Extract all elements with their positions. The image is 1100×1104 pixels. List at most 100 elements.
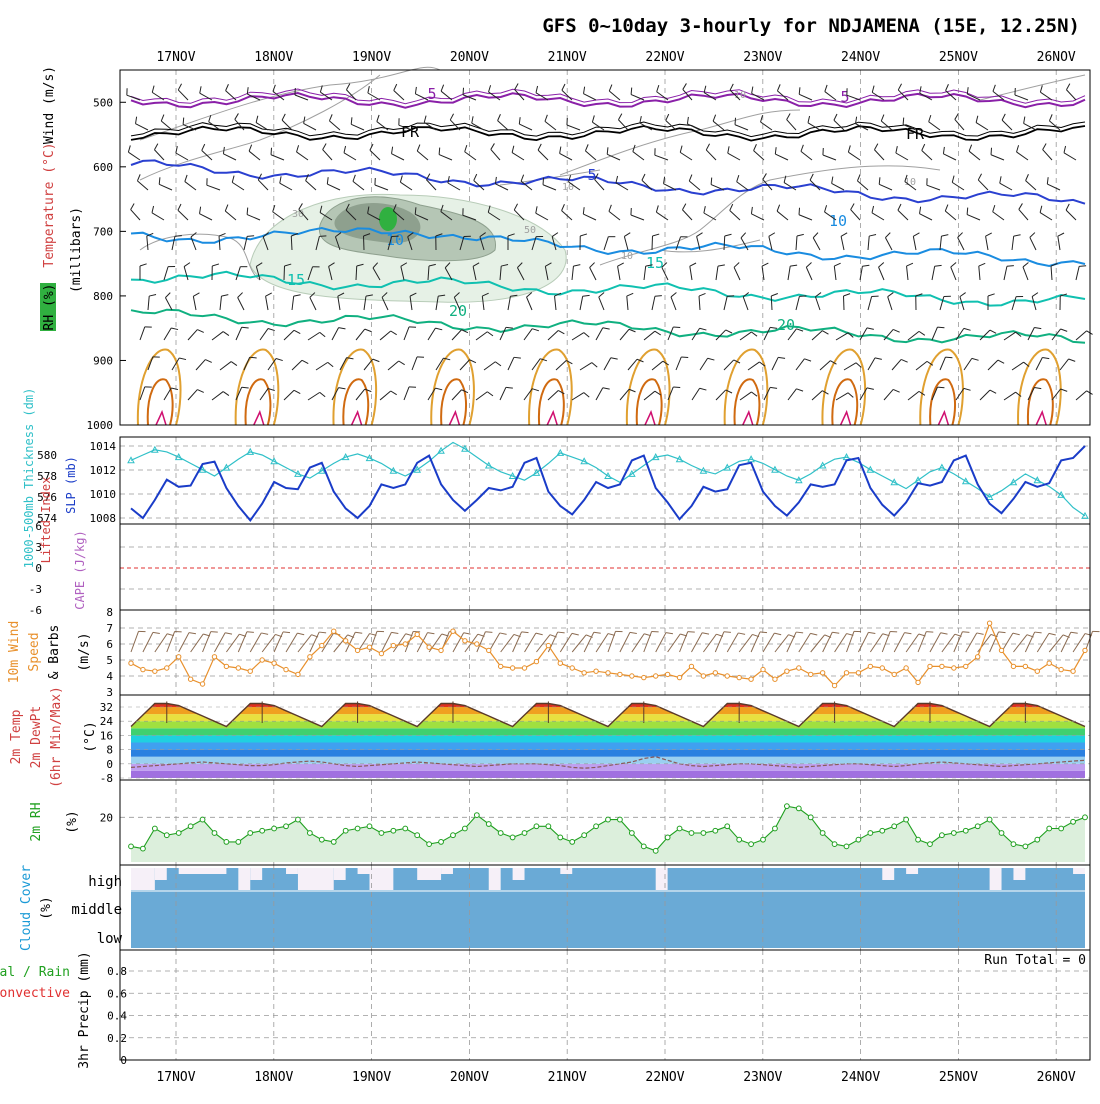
rh-point xyxy=(892,824,897,829)
wind10-point xyxy=(487,648,491,652)
rh-point xyxy=(510,835,515,840)
wind10-point xyxy=(510,666,514,670)
chart-title: GFS 0~10day 3-hourly for NDJAMENA (15E, … xyxy=(542,15,1080,37)
temp-tick: 32 xyxy=(100,701,113,714)
cloud-high-gap xyxy=(441,868,453,874)
wind10-point xyxy=(761,667,765,671)
rh-point xyxy=(355,826,360,831)
rh-point xyxy=(999,831,1004,836)
rh-point xyxy=(773,826,778,831)
rh-point xyxy=(904,817,909,822)
wind10-point xyxy=(606,671,610,675)
wind10-point xyxy=(212,655,216,659)
rh-point xyxy=(796,806,801,811)
rh-point xyxy=(928,842,933,847)
contour-label: 30 xyxy=(292,209,304,220)
wind10-point xyxy=(343,639,347,643)
rh-point xyxy=(641,844,646,849)
wind10-point xyxy=(618,672,622,676)
wind-barb-flag xyxy=(903,118,904,125)
thickness-label: 1000-500mb Thickness (dm) xyxy=(22,388,36,569)
wind10-tick: 8 xyxy=(106,606,113,619)
rh-point xyxy=(677,826,682,831)
wind10-point xyxy=(1035,669,1039,673)
rh-point xyxy=(975,824,980,829)
wind10-label-2: Speed xyxy=(27,632,42,671)
date-label-top: 24NOV xyxy=(841,50,880,65)
rh-point xyxy=(689,831,694,836)
rh-point xyxy=(784,804,789,809)
wind10-point xyxy=(451,629,455,633)
rh-point xyxy=(474,813,479,818)
date-label-bottom: 22NOV xyxy=(645,1070,684,1085)
wind10-point xyxy=(677,675,681,679)
rh-point xyxy=(188,824,193,829)
cloud-high-gap xyxy=(417,868,441,880)
temp-band xyxy=(131,750,1085,757)
date-label-top: 19NOV xyxy=(352,50,391,65)
wind10-point xyxy=(296,672,300,676)
cape-tick: -6 xyxy=(29,604,42,617)
wind10-label-3: & Barbs xyxy=(47,625,62,680)
date-label-top: 23NOV xyxy=(743,50,782,65)
wind10-point xyxy=(773,677,777,681)
contour-label: 10 xyxy=(562,182,574,193)
slp-tick: 1014 xyxy=(90,440,117,453)
precip-run-total: Run Total = 0 xyxy=(984,953,1086,968)
wind10-point xyxy=(820,671,824,675)
temp-band xyxy=(131,764,1085,771)
wind10-label-1: 10m Wind xyxy=(7,621,22,684)
wind10-point xyxy=(415,632,419,636)
rh-point xyxy=(152,826,157,831)
contour-label: 5 xyxy=(427,85,436,103)
wind10-point xyxy=(534,659,538,663)
temp-tick: -8 xyxy=(100,772,113,785)
rh-point xyxy=(629,831,634,836)
cloud-high-gap xyxy=(334,868,346,880)
date-label-top: 18NOV xyxy=(254,50,293,65)
wind10-tick: 6 xyxy=(106,638,113,651)
wind10-point xyxy=(665,672,669,676)
wind10-point xyxy=(737,675,741,679)
wind10-point xyxy=(964,664,968,668)
wind-barb-flag xyxy=(1079,266,1086,267)
cloud-high-gap xyxy=(155,868,167,880)
wind10-point xyxy=(654,674,658,678)
wind-barb-flag xyxy=(967,208,968,215)
rh-point xyxy=(844,844,849,849)
wind10-point xyxy=(928,664,932,668)
contour-label: FR xyxy=(401,123,420,141)
wind10-point xyxy=(1047,661,1051,665)
rh-point xyxy=(606,817,611,822)
precip-label-3: 3hr Precip (mm) xyxy=(77,951,92,1068)
wind10-point xyxy=(689,664,693,668)
cloud-high-gap xyxy=(656,868,668,890)
rh-point xyxy=(1035,837,1040,842)
temp-tick: 16 xyxy=(100,729,113,742)
wind10-point xyxy=(224,664,228,668)
rh-point xyxy=(1059,826,1064,831)
wind-barb-flag xyxy=(937,327,944,328)
rh-point xyxy=(1083,815,1088,820)
date-label-top: 22NOV xyxy=(645,50,684,65)
wind10-tick: 7 xyxy=(106,622,113,635)
rh-point xyxy=(1011,842,1016,847)
cloud-label-2: (%) xyxy=(39,896,54,919)
rh-point xyxy=(307,831,312,836)
temp-label-2: 2m DewPt xyxy=(29,706,44,769)
thickness-tick: 580 xyxy=(37,449,57,462)
upper-ytick: 900 xyxy=(93,354,113,367)
contour-label: 5 xyxy=(587,166,596,184)
rh-point xyxy=(463,826,468,831)
rh-point xyxy=(701,831,706,836)
rh-point xyxy=(403,826,408,831)
upper-ytick: 800 xyxy=(93,290,113,303)
rh-point xyxy=(331,840,336,845)
rh-point xyxy=(379,831,384,836)
wind10-point xyxy=(355,648,359,652)
rh-point xyxy=(141,846,146,851)
temp-label-1: 2m Temp xyxy=(9,709,24,764)
rh-point xyxy=(570,840,575,845)
